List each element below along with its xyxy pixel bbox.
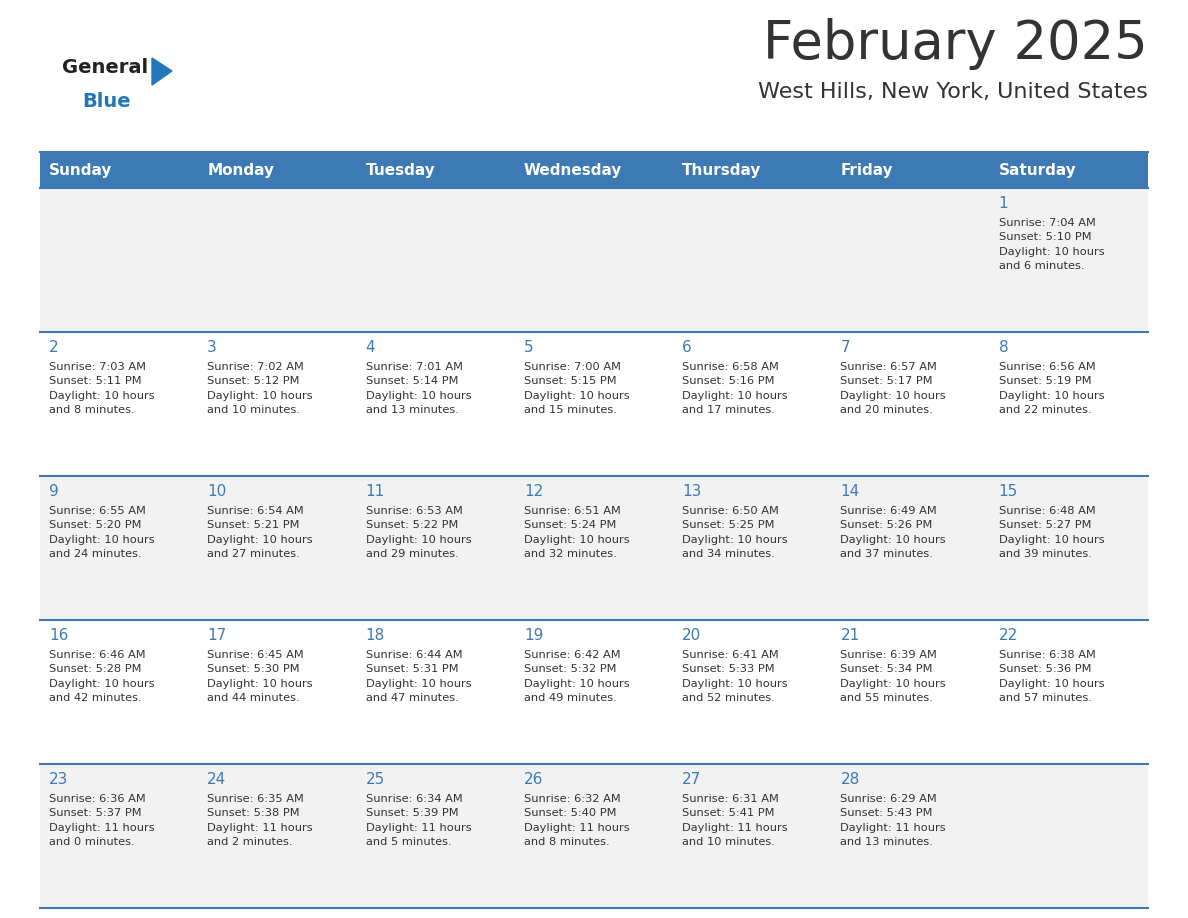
Text: 5: 5 [524,340,533,355]
Text: Sunrise: 6:35 AM
Sunset: 5:38 PM
Daylight: 11 hours
and 2 minutes.: Sunrise: 6:35 AM Sunset: 5:38 PM Dayligh… [207,794,312,847]
Text: 27: 27 [682,772,701,787]
Text: 19: 19 [524,628,543,643]
Text: Sunrise: 6:29 AM
Sunset: 5:43 PM
Daylight: 11 hours
and 13 minutes.: Sunrise: 6:29 AM Sunset: 5:43 PM Dayligh… [840,794,946,847]
Text: Thursday: Thursday [682,162,762,177]
Text: Sunrise: 7:03 AM
Sunset: 5:11 PM
Daylight: 10 hours
and 8 minutes.: Sunrise: 7:03 AM Sunset: 5:11 PM Dayligh… [49,362,154,415]
Text: Sunrise: 6:42 AM
Sunset: 5:32 PM
Daylight: 10 hours
and 49 minutes.: Sunrise: 6:42 AM Sunset: 5:32 PM Dayligh… [524,650,630,703]
Bar [40,152,198,188]
Bar [40,620,1148,764]
Text: Sunrise: 6:50 AM
Sunset: 5:25 PM
Daylight: 10 hours
and 34 minutes.: Sunrise: 6:50 AM Sunset: 5:25 PM Dayligh… [682,506,788,559]
Text: 12: 12 [524,484,543,499]
Text: Sunrise: 7:04 AM
Sunset: 5:10 PM
Daylight: 10 hours
and 6 minutes.: Sunrise: 7:04 AM Sunset: 5:10 PM Dayligh… [999,218,1105,271]
Bar [514,152,674,188]
Bar [356,152,514,188]
Text: Sunrise: 6:55 AM
Sunset: 5:20 PM
Daylight: 10 hours
and 24 minutes.: Sunrise: 6:55 AM Sunset: 5:20 PM Dayligh… [49,506,154,559]
Text: 17: 17 [207,628,227,643]
Text: Sunrise: 6:54 AM
Sunset: 5:21 PM
Daylight: 10 hours
and 27 minutes.: Sunrise: 6:54 AM Sunset: 5:21 PM Dayligh… [207,506,312,559]
Text: Monday: Monday [207,162,274,177]
Text: Sunrise: 6:53 AM
Sunset: 5:22 PM
Daylight: 10 hours
and 29 minutes.: Sunrise: 6:53 AM Sunset: 5:22 PM Dayligh… [366,506,472,559]
Bar [990,152,1148,188]
Text: Saturday: Saturday [999,162,1076,177]
Text: Sunrise: 6:49 AM
Sunset: 5:26 PM
Daylight: 10 hours
and 37 minutes.: Sunrise: 6:49 AM Sunset: 5:26 PM Dayligh… [840,506,946,559]
Text: Sunrise: 6:34 AM
Sunset: 5:39 PM
Daylight: 11 hours
and 5 minutes.: Sunrise: 6:34 AM Sunset: 5:39 PM Dayligh… [366,794,472,847]
Text: 6: 6 [682,340,691,355]
Text: Sunrise: 6:57 AM
Sunset: 5:17 PM
Daylight: 10 hours
and 20 minutes.: Sunrise: 6:57 AM Sunset: 5:17 PM Dayligh… [840,362,946,415]
Text: West Hills, New York, United States: West Hills, New York, United States [758,82,1148,102]
Text: Sunrise: 6:41 AM
Sunset: 5:33 PM
Daylight: 10 hours
and 52 minutes.: Sunrise: 6:41 AM Sunset: 5:33 PM Dayligh… [682,650,788,703]
Text: 14: 14 [840,484,860,499]
Text: Sunrise: 7:01 AM
Sunset: 5:14 PM
Daylight: 10 hours
and 13 minutes.: Sunrise: 7:01 AM Sunset: 5:14 PM Dayligh… [366,362,472,415]
Text: Tuesday: Tuesday [366,162,435,177]
Text: Sunrise: 6:39 AM
Sunset: 5:34 PM
Daylight: 10 hours
and 55 minutes.: Sunrise: 6:39 AM Sunset: 5:34 PM Dayligh… [840,650,946,703]
Text: Sunrise: 6:44 AM
Sunset: 5:31 PM
Daylight: 10 hours
and 47 minutes.: Sunrise: 6:44 AM Sunset: 5:31 PM Dayligh… [366,650,472,703]
Text: 11: 11 [366,484,385,499]
Text: Sunrise: 6:58 AM
Sunset: 5:16 PM
Daylight: 10 hours
and 17 minutes.: Sunrise: 6:58 AM Sunset: 5:16 PM Dayligh… [682,362,788,415]
Text: 18: 18 [366,628,385,643]
Text: Sunday: Sunday [49,162,113,177]
Text: Sunrise: 6:46 AM
Sunset: 5:28 PM
Daylight: 10 hours
and 42 minutes.: Sunrise: 6:46 AM Sunset: 5:28 PM Dayligh… [49,650,154,703]
Text: 22: 22 [999,628,1018,643]
Text: 20: 20 [682,628,701,643]
Text: 4: 4 [366,340,375,355]
Text: 15: 15 [999,484,1018,499]
Text: 24: 24 [207,772,227,787]
Text: General: General [62,58,148,77]
Text: 28: 28 [840,772,860,787]
Text: Sunrise: 6:36 AM
Sunset: 5:37 PM
Daylight: 11 hours
and 0 minutes.: Sunrise: 6:36 AM Sunset: 5:37 PM Dayligh… [49,794,154,847]
Bar [40,332,1148,476]
Text: 16: 16 [49,628,69,643]
Text: 3: 3 [207,340,217,355]
Bar [674,152,832,188]
Text: February 2025: February 2025 [763,18,1148,70]
Text: 13: 13 [682,484,702,499]
Text: Sunrise: 6:56 AM
Sunset: 5:19 PM
Daylight: 10 hours
and 22 minutes.: Sunrise: 6:56 AM Sunset: 5:19 PM Dayligh… [999,362,1105,415]
Text: 21: 21 [840,628,860,643]
Text: Sunrise: 7:02 AM
Sunset: 5:12 PM
Daylight: 10 hours
and 10 minutes.: Sunrise: 7:02 AM Sunset: 5:12 PM Dayligh… [207,362,312,415]
Text: Sunrise: 7:00 AM
Sunset: 5:15 PM
Daylight: 10 hours
and 15 minutes.: Sunrise: 7:00 AM Sunset: 5:15 PM Dayligh… [524,362,630,415]
Text: Sunrise: 6:32 AM
Sunset: 5:40 PM
Daylight: 11 hours
and 8 minutes.: Sunrise: 6:32 AM Sunset: 5:40 PM Dayligh… [524,794,630,847]
Text: 1: 1 [999,196,1009,211]
Text: 9: 9 [49,484,58,499]
Bar [40,188,1148,332]
Text: Sunrise: 6:45 AM
Sunset: 5:30 PM
Daylight: 10 hours
and 44 minutes.: Sunrise: 6:45 AM Sunset: 5:30 PM Dayligh… [207,650,312,703]
Bar [40,476,1148,620]
Text: 2: 2 [49,340,58,355]
Polygon shape [152,58,172,85]
Bar [198,152,356,188]
Text: Sunrise: 6:51 AM
Sunset: 5:24 PM
Daylight: 10 hours
and 32 minutes.: Sunrise: 6:51 AM Sunset: 5:24 PM Dayligh… [524,506,630,559]
Text: 25: 25 [366,772,385,787]
Text: Wednesday: Wednesday [524,162,623,177]
Text: 7: 7 [840,340,851,355]
Bar [40,764,1148,908]
Text: Sunrise: 6:48 AM
Sunset: 5:27 PM
Daylight: 10 hours
and 39 minutes.: Sunrise: 6:48 AM Sunset: 5:27 PM Dayligh… [999,506,1105,559]
Text: Blue: Blue [82,92,131,111]
Bar [832,152,990,188]
Text: 8: 8 [999,340,1009,355]
Text: 23: 23 [49,772,69,787]
Text: Sunrise: 6:38 AM
Sunset: 5:36 PM
Daylight: 10 hours
and 57 minutes.: Sunrise: 6:38 AM Sunset: 5:36 PM Dayligh… [999,650,1105,703]
Text: 10: 10 [207,484,227,499]
Text: Sunrise: 6:31 AM
Sunset: 5:41 PM
Daylight: 11 hours
and 10 minutes.: Sunrise: 6:31 AM Sunset: 5:41 PM Dayligh… [682,794,788,847]
Text: Friday: Friday [840,162,893,177]
Text: 26: 26 [524,772,543,787]
